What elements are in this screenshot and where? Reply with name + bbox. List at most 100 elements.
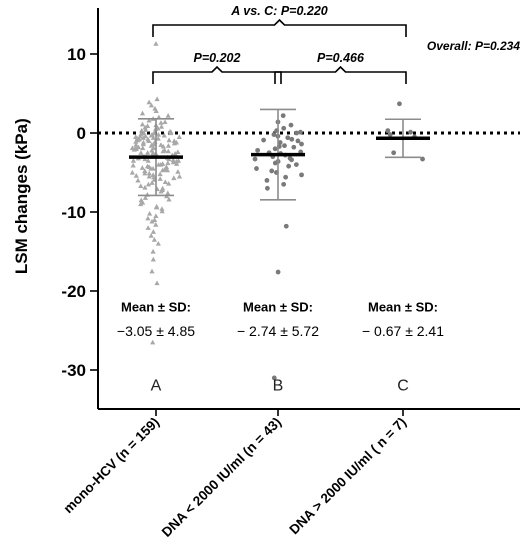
y-tick-label: -30	[61, 361, 86, 380]
data-point	[135, 137, 141, 143]
comparison-bracket	[152, 65, 282, 84]
data-point	[173, 158, 180, 164]
data-point	[171, 140, 178, 146]
data-point	[171, 138, 177, 143]
y-ticks-layer: 10 0 -10 -20 -30	[61, 45, 98, 380]
data-point	[165, 190, 171, 196]
data-point	[137, 133, 143, 139]
data-point	[289, 136, 295, 142]
data-point	[150, 229, 157, 234]
data-point	[139, 110, 146, 116]
data-point	[153, 204, 160, 210]
data-point	[160, 143, 166, 149]
data-point	[166, 196, 172, 202]
data-point	[294, 130, 299, 136]
data-point	[170, 159, 176, 165]
overall-p-value: Overall: P=0.234	[427, 39, 520, 53]
data-point	[151, 217, 158, 222]
data-point	[147, 210, 153, 216]
data-point	[153, 213, 159, 219]
data-point	[150, 135, 156, 140]
category-label: DNA < 2000 IU/ml (n = 43)	[159, 415, 284, 540]
data-point	[129, 145, 136, 151]
data-point	[149, 268, 155, 274]
data-point	[145, 181, 152, 187]
data-point	[129, 169, 135, 175]
data-point	[255, 147, 261, 153]
data-point	[145, 215, 151, 221]
data-point	[146, 138, 152, 143]
data-point	[176, 134, 182, 140]
data-point	[158, 120, 164, 125]
data-point	[146, 173, 152, 179]
data-point	[142, 170, 148, 176]
data-point	[281, 181, 287, 187]
data-point	[140, 141, 146, 147]
y-tick-label: -20	[61, 282, 86, 301]
data-point	[139, 165, 145, 170]
y-tick-label: 0	[77, 124, 86, 143]
data-point	[157, 176, 163, 181]
stat-value: −3.05 ± 4.85	[117, 323, 195, 339]
data-point	[153, 222, 159, 227]
data-point	[159, 206, 165, 211]
data-point	[295, 138, 301, 144]
category-label: DNA > 2000 IU/ml ( n = 7)	[286, 415, 409, 538]
data-point	[138, 183, 144, 189]
data-point	[170, 157, 176, 162]
data-point	[155, 241, 161, 246]
data-point	[166, 180, 172, 186]
data-point	[139, 121, 146, 127]
mean-sd-layer: Mean ± SD: −3.05 ± 4.85 Mean ± SD: − 2.74 ±…	[117, 108, 444, 339]
data-point	[264, 185, 270, 191]
data-point	[133, 173, 139, 178]
stat-value: − 0.67 ± 2.41	[362, 323, 444, 339]
data-point	[165, 113, 171, 118]
data-point	[145, 158, 151, 163]
group-letter: A	[151, 378, 162, 395]
data-point	[140, 145, 146, 151]
data-point	[150, 256, 156, 262]
data-point	[138, 201, 144, 207]
stat-header: Mean ± SD:	[121, 300, 191, 315]
data-point	[148, 233, 154, 238]
data-point	[151, 237, 157, 242]
data-point	[158, 162, 164, 167]
data-point	[146, 170, 152, 176]
data-point	[150, 165, 156, 171]
data-point	[148, 132, 154, 138]
data-point	[155, 135, 161, 141]
data-point	[158, 188, 164, 194]
comparison-p-value: A vs. C: P=0.220	[230, 4, 328, 18]
data-point	[162, 119, 168, 125]
data-point	[391, 150, 397, 156]
data-point	[143, 127, 149, 132]
comparison-bracket	[152, 18, 407, 37]
data-point	[149, 142, 155, 147]
data-point	[158, 142, 164, 147]
stat-header: Mean ± SD:	[368, 300, 438, 315]
data-point	[165, 160, 171, 166]
data-point	[283, 223, 289, 229]
data-point	[175, 169, 181, 174]
data-point	[140, 135, 146, 140]
stat-header: Mean ± SD:	[243, 300, 313, 315]
data-point	[282, 143, 287, 149]
data-point	[132, 146, 138, 151]
data-point	[176, 173, 183, 179]
data-point	[133, 134, 139, 140]
data-point	[280, 113, 286, 119]
data-point	[160, 167, 166, 173]
data-point	[281, 125, 287, 131]
comparison-p-value: P=0.466	[317, 51, 365, 65]
data-point	[142, 124, 148, 130]
data-point	[293, 162, 299, 168]
y-axis-label: LSM changes (kPa)	[12, 118, 31, 274]
data-point	[163, 164, 170, 170]
data-point	[146, 117, 152, 123]
data-point	[271, 375, 277, 381]
data-point	[144, 150, 151, 155]
data-point	[130, 158, 137, 163]
